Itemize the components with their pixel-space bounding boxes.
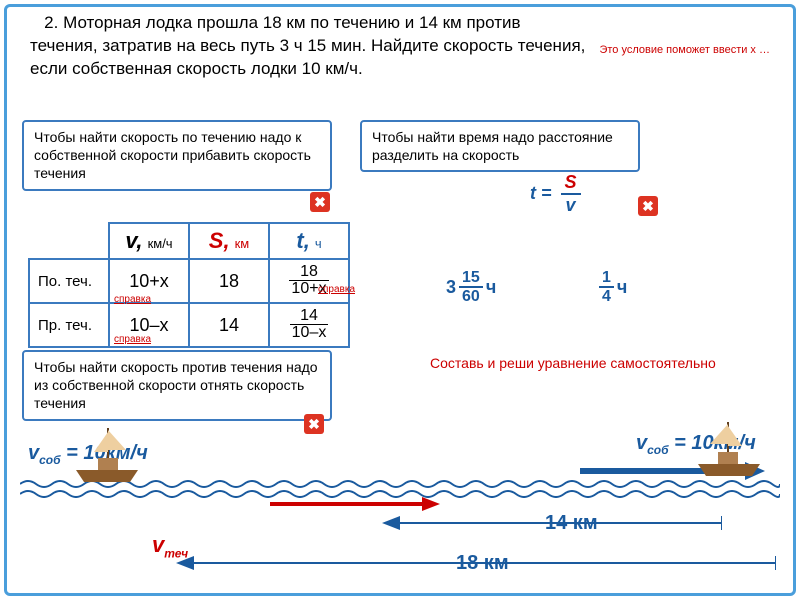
time-formula: t = S v <box>530 172 581 216</box>
time-total: 3 1560 ч <box>446 270 496 305</box>
arrow-left-icon <box>382 508 722 538</box>
close-icon[interactable]: ✖ <box>310 192 330 212</box>
spravka-link[interactable]: справка <box>114 294 151 305</box>
problem-line3: если собственная скорость лодки 10 км/ч. <box>30 59 363 78</box>
cell-s-down: 18 <box>189 259 269 303</box>
row-downstream-label: По. теч. <box>29 259 109 303</box>
time-simplified: 14 ч <box>596 270 627 305</box>
formula-denominator: v <box>561 195 581 216</box>
boat-icon <box>690 412 768 480</box>
problem-line2: течения, затратив на весь путь 3 ч 15 ми… <box>30 36 585 55</box>
compose-instruction: Составь и реши уравнение самостоятельно <box>430 354 716 372</box>
row-upstream-label: Пр. теч. <box>29 303 109 347</box>
boat-icon <box>68 418 146 486</box>
problem-line1: Моторная лодка прошла 18 км по течению и… <box>63 13 520 32</box>
header-s: S, км <box>189 223 269 259</box>
hint-text: Это условие поможет ввести х … <box>599 44 770 56</box>
problem-number: 2. <box>44 13 58 32</box>
tip-upstream: Чтобы найти скорость против течения надо… <box>22 350 332 421</box>
table-corner <box>29 223 109 259</box>
spravka-link[interactable]: справка <box>318 284 355 295</box>
data-table: v, км/ч S, км t, ч По. теч. 10+x 18 1810… <box>28 222 350 348</box>
tip-downstream: Чтобы найти скорость по течению надо к с… <box>22 120 332 191</box>
close-icon[interactable]: ✖ <box>638 196 658 216</box>
tip-time: Чтобы найти время надо расстояние раздел… <box>360 120 640 172</box>
cell-t-down: 1810+x <box>269 259 349 303</box>
cell-s-up: 14 <box>189 303 269 347</box>
header-t: t, ч <box>269 223 349 259</box>
header-v: v, км/ч <box>109 223 189 259</box>
cell-t-up: 1410–x <box>269 303 349 347</box>
formula-lhs: t = <box>530 183 552 203</box>
close-icon[interactable]: ✖ <box>304 414 324 434</box>
spravka-link[interactable]: справка <box>114 334 151 345</box>
formula-numerator: S <box>561 172 581 195</box>
arrow-left-icon <box>176 548 776 578</box>
